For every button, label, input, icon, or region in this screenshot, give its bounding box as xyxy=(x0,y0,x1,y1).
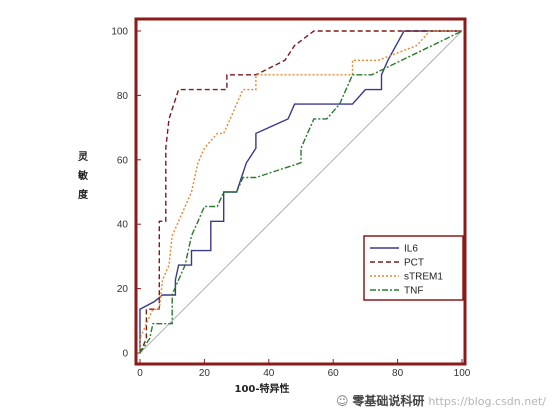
legend: IL6 PCT sTREM1 TNF xyxy=(363,235,464,301)
legend-label-pct: PCT xyxy=(404,258,424,269)
plot-frame xyxy=(134,17,467,366)
y-tick-label: 60 xyxy=(117,155,129,166)
watermark: ☺ 零基础说科研 https://blog.csdn.net/ xyxy=(336,392,546,409)
x-tick-label: 80 xyxy=(392,368,404,379)
y-tick-label: 0 xyxy=(122,349,128,360)
wechat-icon: ☺ xyxy=(335,394,349,408)
y-tick-label: 80 xyxy=(117,91,129,102)
y-tick-label: 40 xyxy=(117,220,129,231)
x-tick-label: 20 xyxy=(199,368,211,379)
legend-label-strem1: sTREM1 xyxy=(404,272,443,283)
x-tick-label: 40 xyxy=(263,368,275,379)
x-axis-title: 100-特异性 xyxy=(234,382,289,395)
series-line-strem1 xyxy=(139,30,462,353)
legend-label-il6: IL6 xyxy=(404,244,418,255)
series-lines xyxy=(139,30,463,354)
x-tick-label: 100 xyxy=(454,368,471,379)
x-tick-label: 0 xyxy=(137,368,143,379)
reference-diagonal xyxy=(139,30,463,354)
y-tick-label: 20 xyxy=(117,284,129,295)
axes: 0 20 40 60 80 100 0 20 40 60 80 100 xyxy=(111,27,470,380)
legend-label-tnf: TNF xyxy=(404,286,423,297)
plot-border xyxy=(134,17,467,366)
watermark-url: https://blog.csdn.net/ xyxy=(428,395,546,408)
x-tick-label: 60 xyxy=(328,368,340,379)
series-line-pct xyxy=(139,30,462,354)
watermark-brand: 零基础说科研 xyxy=(352,394,425,408)
y-axis-title: 灵敏度 xyxy=(77,151,89,201)
y-tick-label: 100 xyxy=(111,27,128,38)
legend-box xyxy=(363,235,464,301)
